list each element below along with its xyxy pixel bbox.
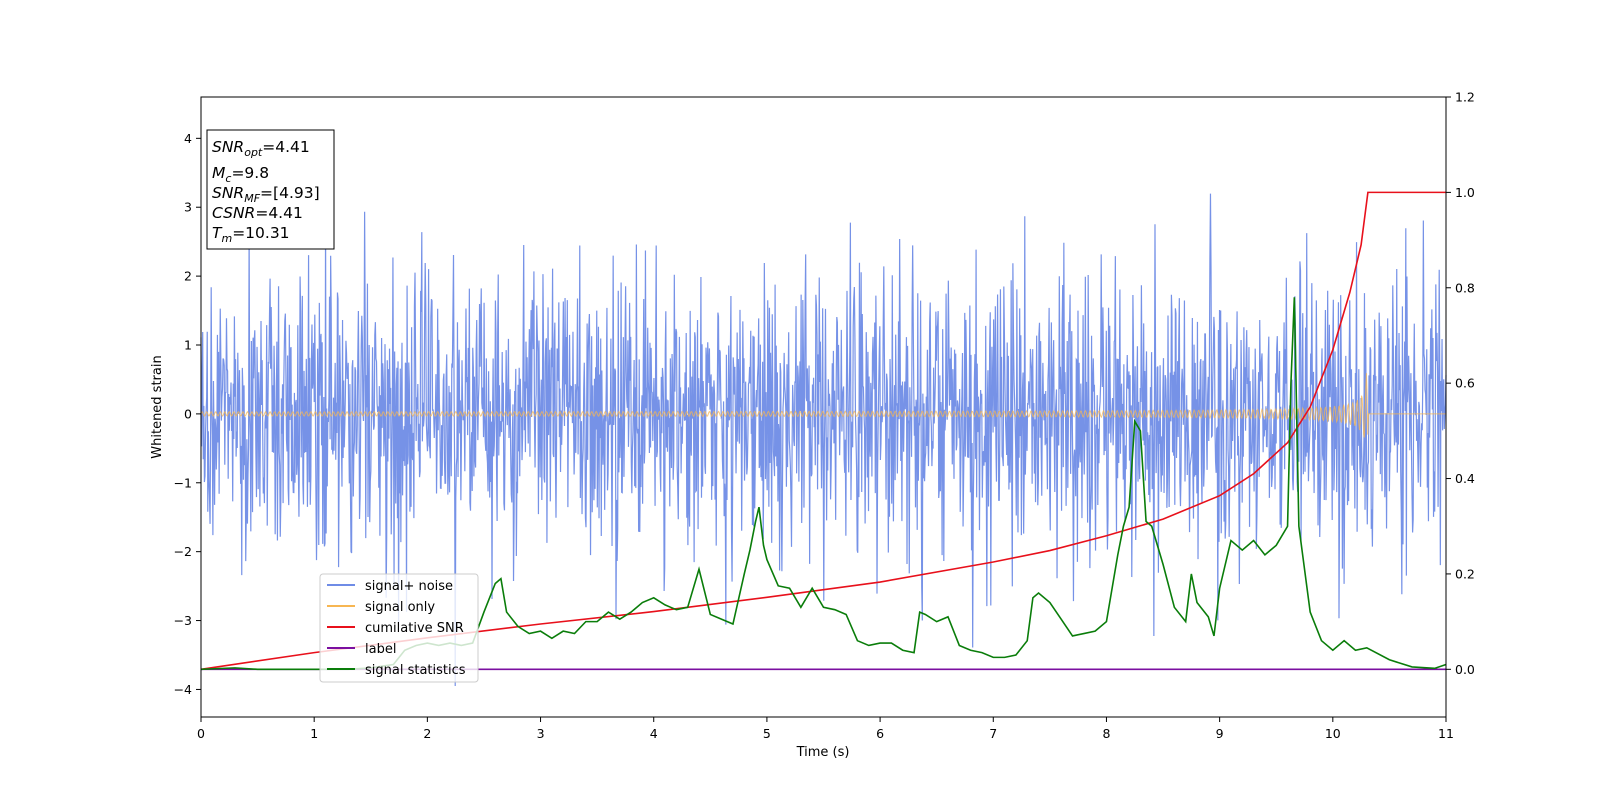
x-tick-label: 9	[1216, 726, 1224, 741]
x-tick-label: 4	[650, 726, 658, 741]
y2-tick-label: 0.0	[1455, 662, 1475, 677]
x-tick-label: 2	[423, 726, 431, 741]
info-box-frame	[206, 129, 335, 250]
series-cumulative-snr	[200, 191, 1446, 671]
y-tick-label: 4	[184, 131, 192, 146]
y-axis-right: 0.0 0.2 0.4 0.6 0.8 1.0 1.2	[1446, 90, 1475, 677]
y2-tick-label: 1.0	[1455, 185, 1475, 200]
info-tm: Tm=10.31	[212, 224, 290, 245]
legend-label: cumilative SNR	[365, 621, 464, 636]
legend-item-signal-noise: signal+ noise	[327, 579, 453, 594]
y-tick-label: −3	[174, 613, 192, 628]
x-tick-label: 1	[310, 726, 318, 741]
x-tick-label: 10	[1325, 726, 1341, 741]
x-tick-label: 5	[763, 726, 771, 741]
x-tick-label: 8	[1102, 726, 1110, 741]
y2-tick-label: 0.8	[1455, 280, 1475, 295]
legend: signal+ noise signal only cumilative SNR…	[319, 573, 479, 683]
info-csnr: CSNR=4.41	[212, 204, 303, 222]
legend-label: signal only	[365, 600, 435, 615]
x-tick-label: 11	[1438, 726, 1454, 741]
legend-item-signal-only: signal only	[327, 600, 435, 615]
legend-label: label	[365, 642, 396, 657]
info-snr-mf: SNRMF=[4.93]	[212, 184, 320, 205]
legend-item-signal-statistics: signal statistics	[327, 663, 466, 678]
legend-frame	[319, 573, 479, 683]
info-snr-opt: SNRopt=4.41	[212, 138, 310, 159]
y2-tick-label: 0.6	[1455, 376, 1475, 391]
y-axis-label: Whitened strain	[150, 355, 165, 458]
x-tick-label: 0	[197, 726, 205, 741]
series-signal-statistics	[200, 297, 1447, 671]
x-axis: 0 1 2 3 4 5 6 7 8 9 10 11	[197, 717, 1454, 741]
legend-label: signal+ noise	[365, 579, 453, 594]
x-tick-label: 7	[989, 726, 997, 741]
legend-item-cumulative-snr: cumilative SNR	[327, 621, 464, 636]
series-signal-noise	[200, 193, 1447, 687]
y2-tick-label: 0.4	[1455, 471, 1475, 486]
info-mc: Mc=9.8	[212, 164, 269, 185]
y-tick-label: −4	[174, 682, 192, 697]
y2-tick-label: 1.2	[1455, 90, 1475, 105]
y-tick-label: 3	[184, 200, 192, 215]
x-tick-label: 6	[876, 726, 884, 741]
x-axis-label: Time (s)	[796, 745, 850, 760]
y-tick-label: 0	[184, 406, 192, 421]
axes-frame	[200, 96, 1447, 718]
series-signal-only	[200, 373, 1446, 438]
y-tick-label: 2	[184, 269, 192, 284]
y2-tick-label: 0.2	[1455, 566, 1475, 581]
y-tick-label: −1	[174, 475, 192, 490]
legend-item-label: label	[327, 642, 396, 657]
x-tick-label: 3	[537, 726, 545, 741]
y-tick-label: −2	[174, 544, 192, 559]
y-tick-label: 1	[184, 338, 192, 353]
info-box: SNRopt=4.41 Mc=9.8 SNRMF=[4.93] CSNR=4.4…	[206, 129, 335, 250]
legend-label: signal statistics	[365, 663, 466, 678]
y-axis-left: −4 −3 −2 −1 0 1 2 3 4	[174, 131, 201, 697]
